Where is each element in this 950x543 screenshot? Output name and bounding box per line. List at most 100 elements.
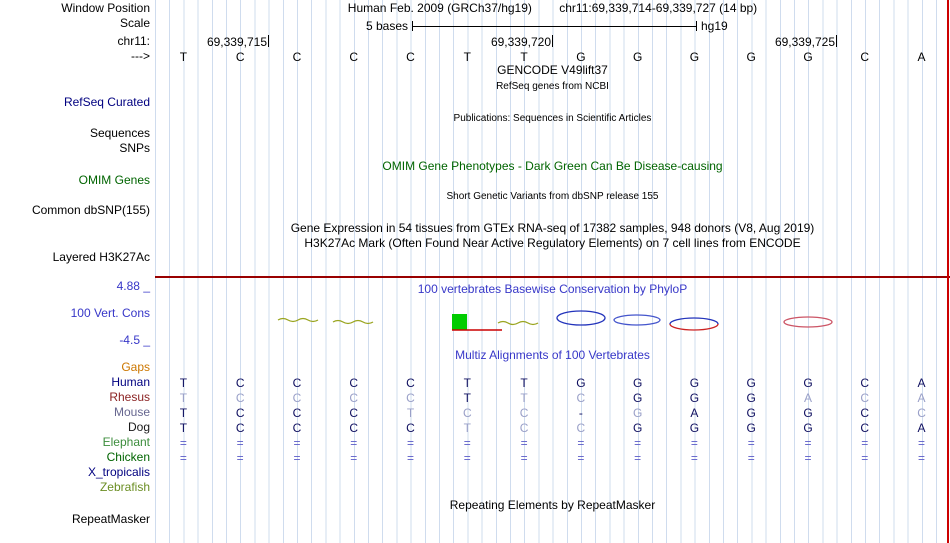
align-cell: C — [519, 406, 529, 420]
align-cell: = — [918, 436, 926, 450]
species-label-dog[interactable]: Dog — [127, 420, 150, 434]
align-cell: = — [690, 436, 698, 450]
track-label-100-vert-cons[interactable]: 100 Vert. Cons — [70, 306, 150, 320]
conservation-mark — [497, 320, 539, 326]
base-letter: T — [520, 50, 528, 64]
species-label-elephant[interactable]: Elephant — [102, 435, 150, 449]
align-cell: C — [576, 391, 586, 405]
align-cell: C — [860, 391, 870, 405]
align-cell: G — [576, 376, 586, 390]
coordinate-tick: 69,339,715 — [207, 35, 269, 49]
align-cell: = — [634, 436, 642, 450]
align-cell: C — [235, 391, 245, 405]
align-cell: = — [577, 451, 585, 465]
track-label-omim-genes[interactable]: OMIM Genes — [78, 173, 150, 187]
align-cell: = — [407, 436, 415, 450]
label-cons-max: 4.88 _ — [116, 279, 150, 293]
base-letter: C — [349, 50, 359, 64]
base-letter: A — [917, 50, 926, 64]
align-cell: T — [463, 376, 471, 390]
align-cell: C — [576, 421, 586, 435]
align-cell: C — [349, 391, 359, 405]
align-cell: = — [407, 451, 415, 465]
align-cell: G — [746, 376, 756, 390]
align-cell: = — [463, 451, 471, 465]
species-label-gaps[interactable]: Gaps — [121, 360, 150, 374]
align-cell: G — [746, 391, 756, 405]
right-edge-marker — [947, 0, 949, 543]
base-letter: C — [235, 50, 245, 64]
base-letter: C — [292, 50, 302, 64]
track-title-repeatmasker: Repeating Elements by RepeatMasker — [449, 498, 656, 512]
align-cell: = — [804, 436, 812, 450]
base-letter: G — [746, 50, 756, 64]
label-window-position: Window Position — [61, 1, 150, 15]
align-cell: = — [861, 436, 869, 450]
align-cell: A — [917, 376, 926, 390]
align-cell: = — [747, 436, 755, 450]
align-cell: G — [632, 406, 643, 420]
species-label-zebrafish[interactable]: Zebrafish — [99, 480, 150, 494]
align-cell: T — [520, 376, 528, 390]
conservation-mark — [452, 314, 467, 330]
conservation-mark — [613, 314, 661, 326]
conservation-mark — [332, 319, 374, 325]
align-cell: = — [520, 451, 528, 465]
align-cell: G — [632, 421, 643, 435]
align-cell: = — [577, 436, 585, 450]
align-cell: = — [236, 436, 244, 450]
align-cell: G — [689, 391, 700, 405]
tick-mark — [836, 35, 837, 47]
track-label-repeatmasker[interactable]: RepeatMasker — [71, 512, 150, 526]
track-label-layered-h3k27ac[interactable]: Layered H3K27Ac — [52, 250, 150, 264]
align-cell: C — [406, 421, 415, 435]
scale-bar-label: 5 bases — [365, 19, 408, 33]
scale-bar — [412, 21, 697, 31]
species-label-human[interactable]: Human — [111, 375, 150, 389]
conservation-mark — [783, 316, 833, 328]
label-cons-min: -4.5 _ — [119, 333, 150, 347]
track-title-gtex: Gene Expression in 54 tissues from GTEx … — [290, 221, 815, 235]
label-strand-arrow: ---> — [131, 49, 150, 63]
species-label-chicken[interactable]: Chicken — [106, 450, 150, 464]
align-cell: C — [292, 421, 302, 435]
species-label-mouse[interactable]: Mouse — [113, 405, 150, 419]
align-cell: G — [746, 406, 756, 420]
base-letter: C — [860, 50, 870, 64]
align-cell: T — [179, 406, 188, 420]
align-cell: G — [803, 376, 813, 390]
align-cell: C — [860, 376, 870, 390]
align-cell: C — [349, 406, 359, 420]
coordinate-value: 69,339,715 — [206, 35, 267, 49]
align-cell: C — [349, 376, 359, 390]
align-cell: T — [179, 391, 188, 405]
align-cell: G — [689, 376, 700, 390]
align-cell: A — [690, 406, 699, 420]
base-letter: G — [803, 50, 813, 64]
coordinate-value: 69,339,720 — [490, 35, 551, 49]
tick-mark — [268, 35, 269, 47]
align-cell: C — [860, 421, 870, 435]
conservation-mark — [277, 317, 319, 323]
track-label-sequences[interactable]: Sequences — [89, 126, 150, 140]
track-title-h3k27ac: H3K27Ac Mark (Often Found Near Active Re… — [304, 236, 801, 250]
track-label-refseq-curated[interactable]: RefSeq Curated — [63, 95, 150, 109]
species-label-x_tropicalis[interactable]: X_tropicalis — [87, 465, 150, 479]
assembly-name: Human Feb. 2009 (GRCh37/hg19) — [347, 1, 532, 15]
track-title-gencode: GENCODE V49lift37 — [497, 63, 608, 77]
species-label-rhesus[interactable]: Rhesus — [109, 390, 150, 404]
track-label-snps[interactable]: SNPs — [119, 141, 150, 155]
align-cell: C — [406, 391, 415, 405]
track-title-omim: OMIM Gene Phenotypes - Dark Green Can Be… — [382, 159, 723, 173]
track-separator-line — [155, 276, 950, 278]
align-cell: G — [689, 421, 700, 435]
align-cell: C — [292, 376, 302, 390]
align-cell: T — [520, 391, 528, 405]
track-label-common-dbsnp[interactable]: Common dbSNP(155) — [31, 203, 150, 217]
align-cell: T — [406, 406, 415, 420]
align-cell: = — [236, 451, 244, 465]
